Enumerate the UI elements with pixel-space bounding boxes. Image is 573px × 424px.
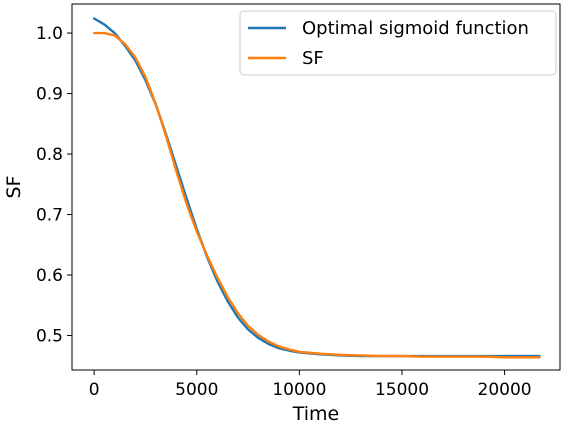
x-tick-label: 15000 bbox=[375, 380, 429, 400]
y-axis-label: SF bbox=[3, 176, 25, 199]
y-tick-label: 0.7 bbox=[36, 206, 63, 226]
legend-label: Optimal sigmoid function bbox=[302, 18, 529, 39]
plot-frame bbox=[71, 3, 561, 371]
y-tick-label: 0.9 bbox=[36, 85, 63, 105]
x-tick-label: 10000 bbox=[272, 380, 326, 400]
series-line-2 bbox=[92, 31, 541, 359]
chart-marks bbox=[92, 17, 541, 359]
y-tick-label: 0.5 bbox=[36, 327, 63, 347]
x-tick-label: 5000 bbox=[175, 380, 218, 400]
legend-box bbox=[239, 10, 557, 76]
legend-label: SF bbox=[302, 48, 324, 69]
x-tick-label: 20000 bbox=[478, 380, 532, 400]
y-tick-label: 0.8 bbox=[36, 145, 63, 165]
y-tick-label: 1.0 bbox=[36, 24, 63, 44]
legend: Optimal sigmoid function SF bbox=[239, 10, 557, 76]
y-tick-label: 0.6 bbox=[36, 266, 63, 286]
x-axis-label: Time bbox=[292, 403, 340, 424]
chart-axes: 0 5000 10000 15000 20000 0.5 0.6 0.7 0.8 0.9 1.0 bbox=[36, 24, 532, 400]
x-tick-label: 0 bbox=[89, 380, 100, 400]
